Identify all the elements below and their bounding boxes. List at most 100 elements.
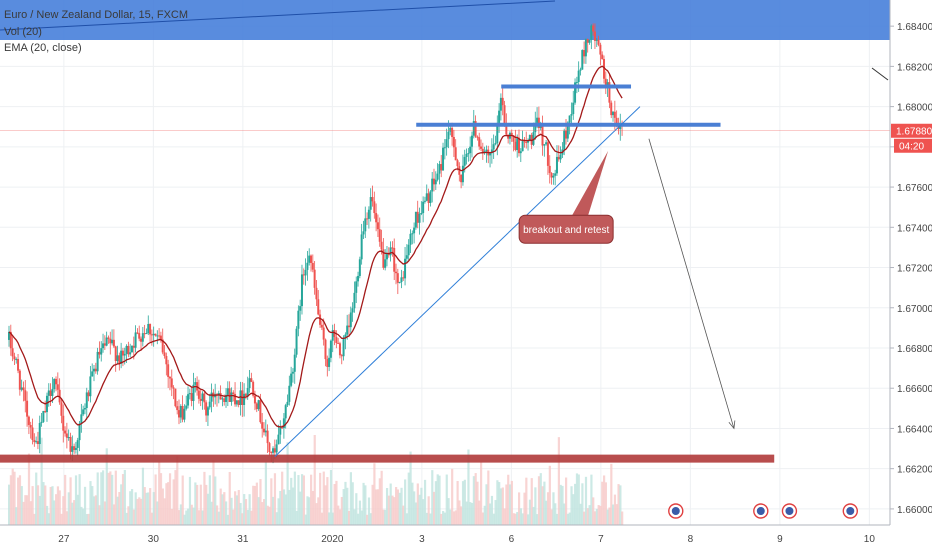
- volume-bar: [237, 490, 240, 525]
- candle-body: [490, 149, 493, 154]
- volume-bar: [82, 508, 85, 525]
- candle-body: [344, 334, 347, 338]
- volume-bar: [129, 491, 132, 525]
- volume-bar: [311, 490, 315, 525]
- candle-body: [449, 127, 452, 132]
- volume-bar: [621, 511, 624, 525]
- candle-body: [610, 102, 613, 116]
- candle-body: [94, 368, 97, 372]
- candle-body: [45, 395, 48, 413]
- volume-bar: [31, 486, 34, 525]
- volume-bar: [111, 474, 114, 525]
- volume-bar: [262, 499, 266, 525]
- candle-body: [31, 427, 34, 441]
- volume-bar: [304, 514, 307, 525]
- volume-bar: [590, 474, 593, 525]
- candle-body: [248, 378, 251, 389]
- candle-body: [293, 354, 296, 372]
- candle-body: [523, 141, 526, 143]
- candle-body: [179, 406, 182, 418]
- candle-body: [324, 339, 327, 360]
- volume-bar: [141, 467, 145, 525]
- candle-body: [262, 428, 265, 433]
- candle-body: [489, 153, 492, 156]
- candle-body: [559, 154, 562, 160]
- volume-bar: [212, 460, 215, 525]
- volume-bar: [541, 486, 544, 525]
- volume-bar: [570, 486, 573, 525]
- candle-body: [413, 227, 416, 234]
- candle-body: [418, 213, 421, 223]
- candle-body: [279, 427, 282, 435]
- candle-body: [393, 248, 396, 272]
- candle-body: [127, 345, 130, 355]
- candle-body: [18, 370, 21, 390]
- candle-body: [121, 350, 124, 356]
- candle-body: [432, 178, 435, 185]
- volume-bar: [187, 508, 190, 525]
- volume-bar: [179, 504, 183, 525]
- drawings[interactable]: breakout and retest: [0, 84, 890, 463]
- volume-bar: [98, 505, 101, 525]
- time-tick-label: 6: [509, 534, 515, 545]
- economic-events[interactable]: [668, 503, 858, 519]
- candle-body: [125, 345, 128, 354]
- volume-bar: [150, 512, 154, 525]
- volume-bar: [223, 492, 226, 525]
- candle-body: [326, 359, 329, 367]
- last-price-label: 1.67880: [896, 127, 932, 138]
- volume-bar: [244, 499, 248, 525]
- volume-bar: [584, 476, 588, 525]
- candle-body: [431, 178, 434, 192]
- volume-bar: [521, 513, 524, 525]
- volume-bar: [411, 482, 414, 525]
- candle-body: [223, 398, 226, 403]
- candle-body: [481, 148, 484, 153]
- candle-body: [149, 323, 152, 335]
- time-tick-label: 8: [688, 534, 694, 545]
- candle-body: [494, 143, 497, 145]
- volume-legend[interactable]: Vol (20): [4, 26, 42, 38]
- candle-body: [62, 415, 65, 431]
- candle-body: [261, 422, 264, 429]
- volume-bar: [463, 479, 466, 525]
- candle-body: [557, 156, 560, 160]
- volume-bar: [340, 496, 343, 525]
- candle-body: [24, 390, 27, 401]
- candle-body: [55, 378, 58, 385]
- volume-bar: [588, 505, 591, 525]
- price-axis[interactable]: 1.684001.682001.680001.678001.676001.674…: [871, 0, 932, 550]
- candle-body: [20, 387, 23, 390]
- volume-bar: [525, 477, 528, 525]
- volume-bar: [255, 482, 258, 525]
- volume-bar: [333, 484, 336, 525]
- time-axis[interactable]: 27 30 31 2020 3 6 7 8 9 10: [0, 524, 890, 545]
- price-tick-label: 1.66800: [897, 344, 932, 355]
- candle-body: [563, 130, 566, 150]
- volume-bar: [20, 486, 23, 525]
- volume-bar: [391, 495, 394, 525]
- time-tick-label: 2020: [321, 534, 344, 545]
- candle-body: [387, 254, 390, 256]
- candle-body: [11, 348, 14, 357]
- volume-bar: [597, 505, 600, 525]
- ema-legend[interactable]: EMA (20, close): [4, 42, 82, 54]
- candle-body: [53, 378, 56, 390]
- volume-bar: [485, 484, 488, 525]
- volume-bar: [15, 507, 18, 525]
- volume-bar: [378, 478, 381, 525]
- candle-body: [440, 164, 443, 171]
- projection-arrow: [648, 138, 735, 429]
- candle-body: [205, 402, 208, 416]
- volume-bar: [469, 502, 472, 525]
- candle-body: [288, 385, 291, 402]
- volume-bar: [432, 491, 436, 525]
- candle-body: [69, 437, 72, 452]
- volume-bar: [552, 492, 555, 525]
- candle-body: [255, 403, 258, 410]
- volume-bar: [470, 502, 474, 525]
- candle-body: [35, 441, 38, 443]
- volume-bar: [62, 496, 65, 525]
